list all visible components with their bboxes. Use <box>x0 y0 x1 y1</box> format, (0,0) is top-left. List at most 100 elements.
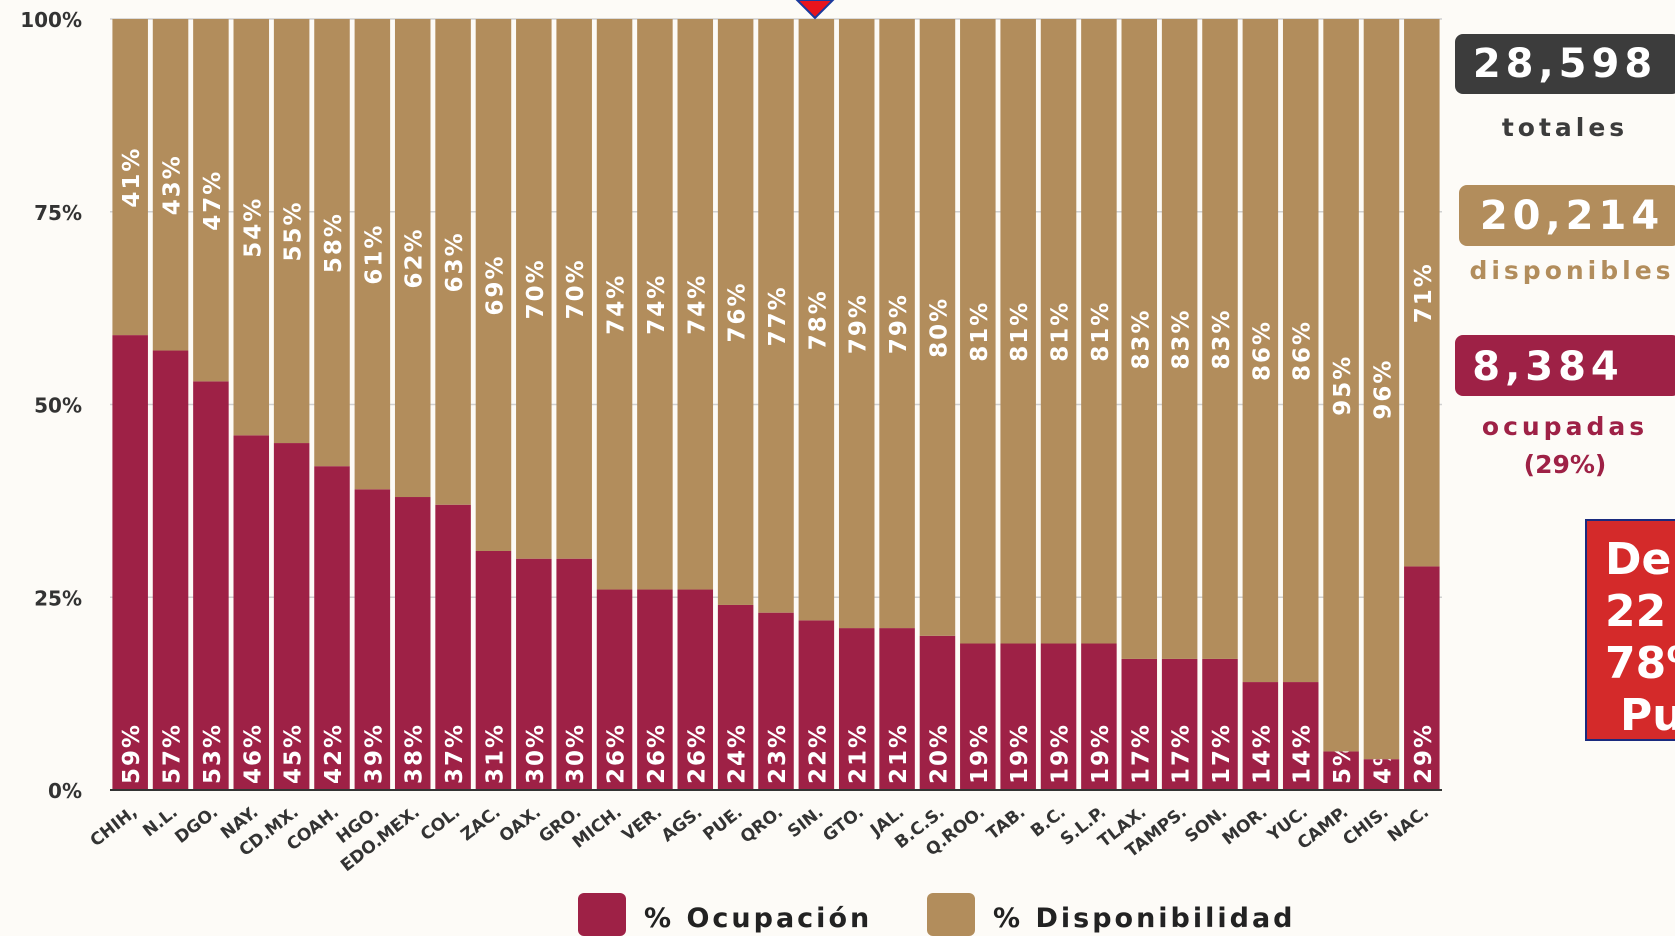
data-label: 21% <box>886 723 912 784</box>
plot: 0%25%50%75%100%59%41%CHIH,57%43%N.L.53%4… <box>20 8 1442 876</box>
bar-segment <box>193 19 229 382</box>
data-label: 26% <box>644 723 670 784</box>
bar-segment <box>233 19 270 436</box>
bar-segment <box>717 604 754 790</box>
bar-segment <box>677 589 714 790</box>
y-tick-label: 50% <box>34 394 82 418</box>
occupied-box <box>1455 335 1675 396</box>
data-label: 83% <box>1169 308 1195 369</box>
bar-segment <box>758 19 794 613</box>
data-label: 81% <box>967 301 993 362</box>
data-label: 24% <box>725 723 751 784</box>
data-label: 19% <box>967 723 993 784</box>
bar-segment <box>1323 19 1359 752</box>
bar-segment <box>637 589 673 790</box>
y-tick-label: 0% <box>48 779 82 803</box>
bar-segment <box>1040 19 1077 644</box>
total-label: totales <box>1502 113 1628 142</box>
data-label: 95% <box>1330 355 1356 416</box>
bar-segment <box>1323 751 1359 790</box>
data-label: 58% <box>321 212 347 273</box>
data-label: 86% <box>1249 320 1275 381</box>
data-label: 77% <box>765 285 791 346</box>
bar-segment <box>193 381 229 790</box>
bar-segment <box>677 19 714 590</box>
bar-segment <box>1040 643 1077 790</box>
bar-segment <box>1161 658 1198 790</box>
bar-segment <box>233 435 270 790</box>
data-label: 29% <box>1411 723 1437 784</box>
data-label: 46% <box>240 723 266 784</box>
bar-segment <box>717 19 754 605</box>
data-label: 71% <box>1411 262 1437 323</box>
data-label: 42% <box>321 723 347 784</box>
bar-segment <box>879 19 915 629</box>
data-label: 61% <box>361 224 387 285</box>
data-label: 31% <box>482 723 508 784</box>
available-label: disponibles <box>1469 256 1674 285</box>
data-label: 17% <box>1169 723 1195 784</box>
bar-segment <box>394 19 431 498</box>
data-label: 45% <box>281 723 307 784</box>
occupied-label: ocupadas <box>1482 412 1648 441</box>
data-label: 47% <box>200 170 226 231</box>
bar-segment <box>475 550 512 790</box>
data-label: 19% <box>1007 723 1033 784</box>
bar-segment <box>1363 19 1400 760</box>
data-label: 70% <box>523 258 549 319</box>
bar-segment <box>1282 682 1319 790</box>
data-label: 55% <box>281 200 307 261</box>
legend-label: % Disponibilidad <box>993 903 1296 934</box>
data-label: 74% <box>604 274 630 335</box>
occupied: 8,384 <box>1472 344 1624 390</box>
bar-segment <box>838 628 875 790</box>
bar-segment <box>1081 643 1117 790</box>
bar-segment <box>1242 682 1279 790</box>
data-label: 76% <box>725 281 751 342</box>
bar-segment <box>556 558 592 790</box>
data-label: 96% <box>1370 359 1396 420</box>
bar-segment <box>919 635 956 790</box>
bar-segment <box>798 620 835 790</box>
data-label: 39% <box>361 723 387 784</box>
marker <box>795 0 835 20</box>
bar-segment <box>758 612 794 790</box>
bar-segment <box>879 628 915 790</box>
total-box <box>1455 34 1675 94</box>
bar-segment <box>1161 19 1198 659</box>
note-line: Pu <box>1620 690 1675 741</box>
bar-segment <box>798 19 835 621</box>
bar-segment <box>516 558 552 790</box>
note-line: 22 <box>1605 586 1666 637</box>
data-label: 26% <box>684 723 710 784</box>
data-label: 22% <box>805 723 831 784</box>
data-label: 17% <box>1209 723 1235 784</box>
bar-segment <box>152 350 189 790</box>
data-label: 54% <box>240 197 266 258</box>
bar-segment <box>1121 658 1158 790</box>
available-box <box>1459 185 1675 246</box>
data-label: 81% <box>1088 301 1114 362</box>
y-tick-label: 100% <box>20 8 82 32</box>
data-label: 41% <box>119 147 145 208</box>
data-label: 30% <box>563 723 589 784</box>
data-label: 63% <box>442 231 468 292</box>
bar-segment <box>1404 566 1440 790</box>
data-label: 69% <box>482 254 508 315</box>
data-label: 79% <box>886 293 912 354</box>
bar-segment <box>596 589 633 790</box>
data-label: 30% <box>523 723 549 784</box>
bar-segment <box>1000 643 1036 790</box>
data-label: 74% <box>684 274 710 335</box>
bar-segment <box>838 19 875 629</box>
note-line: De <box>1605 534 1671 585</box>
bar-segment <box>1000 19 1036 644</box>
data-label: 79% <box>846 293 872 354</box>
bar-segment <box>1404 19 1440 567</box>
data-label: 62% <box>402 227 428 288</box>
bar-segment <box>1202 19 1238 659</box>
bar-segment <box>152 19 189 351</box>
bar-segment <box>1242 19 1279 683</box>
bar-segment <box>273 19 310 444</box>
bar-segment <box>394 497 431 790</box>
